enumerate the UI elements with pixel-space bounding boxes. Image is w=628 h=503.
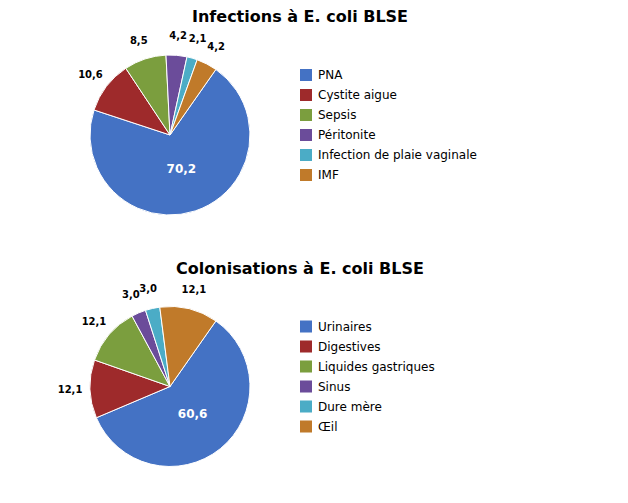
pie-panel: Colonisations à E. coli BLSE 60,6 12,1 12,1… (58, 259, 435, 467)
legend-swatch (300, 149, 312, 161)
legend: Urinaires Digestives Liquides gastriques Si… (300, 320, 435, 434)
data-label: 12,1 (182, 284, 207, 295)
legend-swatch (300, 129, 312, 141)
legend-swatch (300, 361, 312, 373)
data-label: 4,2 (207, 41, 225, 52)
legend-label: IMF (318, 168, 339, 182)
legend-label: Infection de plaie vaginale (318, 148, 477, 162)
legend-label: Dure mère (318, 400, 382, 414)
legend-item: PNA (300, 68, 343, 82)
data-label: 10,6 (78, 69, 103, 80)
pie-panel: Infections à E. coli BLSE 70,2 10,6 8,5 4,22… (78, 7, 477, 215)
legend-swatch (300, 341, 312, 353)
legend-item: Digestives (300, 340, 381, 354)
legend-item: Péritonite (300, 128, 376, 142)
chart-title: Colonisations à E. coli BLSE (176, 259, 424, 278)
legend-item: Œil (300, 420, 338, 434)
legend-swatch (300, 421, 312, 433)
chart-title: Infections à E. coli BLSE (192, 7, 408, 26)
legend-label: Sepsis (318, 108, 356, 122)
legend-label: PNA (318, 68, 343, 82)
data-label: 12,1 (58, 384, 83, 395)
data-label: 3,0 (139, 283, 157, 294)
data-label: 70,2 (167, 162, 197, 176)
legend-item: Liquides gastriques (300, 360, 435, 374)
legend-label: Urinaires (318, 320, 372, 334)
legend-item: Sinus (300, 380, 350, 394)
legend-label: Péritonite (318, 128, 376, 142)
legend-label: Œil (318, 420, 338, 434)
data-label: 3,0 (122, 289, 140, 300)
legend-swatch (300, 169, 312, 181)
pie: 70,2 10,6 8,5 4,22,14,2 (78, 30, 250, 215)
data-label: 4,2 (169, 30, 187, 41)
legend-label: Liquides gastriques (318, 360, 435, 374)
legend-swatch (300, 381, 312, 393)
pie: 60,6 12,1 12,1 3,03,0 12,1 (58, 283, 250, 466)
legend-item: Infection de plaie vaginale (300, 148, 477, 162)
legend-item: Sepsis (300, 108, 356, 122)
legend-item: Urinaires (300, 320, 372, 334)
pie-slice (160, 306, 216, 386)
legend-label: Sinus (318, 380, 350, 394)
data-label: 8,5 (130, 35, 148, 46)
legend-swatch (300, 109, 312, 121)
legend-item: IMF (300, 168, 339, 182)
legend-swatch (300, 401, 312, 413)
legend-label: Digestives (318, 340, 381, 354)
data-label: 2,1 (189, 33, 207, 44)
legend-label: Cystite aigue (318, 88, 397, 102)
legend-item: Dure mère (300, 400, 382, 414)
legend-item: Cystite aigue (300, 88, 397, 102)
chart-canvas: Infections à E. coli BLSE 70,2 10,6 8,5 4,22… (0, 0, 628, 503)
legend-swatch (300, 321, 312, 333)
legend-swatch (300, 89, 312, 101)
pie-slice (170, 60, 216, 135)
data-label: 12,1 (82, 316, 107, 327)
pie-slice (126, 55, 170, 135)
legend: PNA Cystite aigue Sepsis Péritonite Infectio… (300, 68, 477, 182)
data-label: 60,6 (178, 407, 208, 421)
legend-swatch (300, 69, 312, 81)
